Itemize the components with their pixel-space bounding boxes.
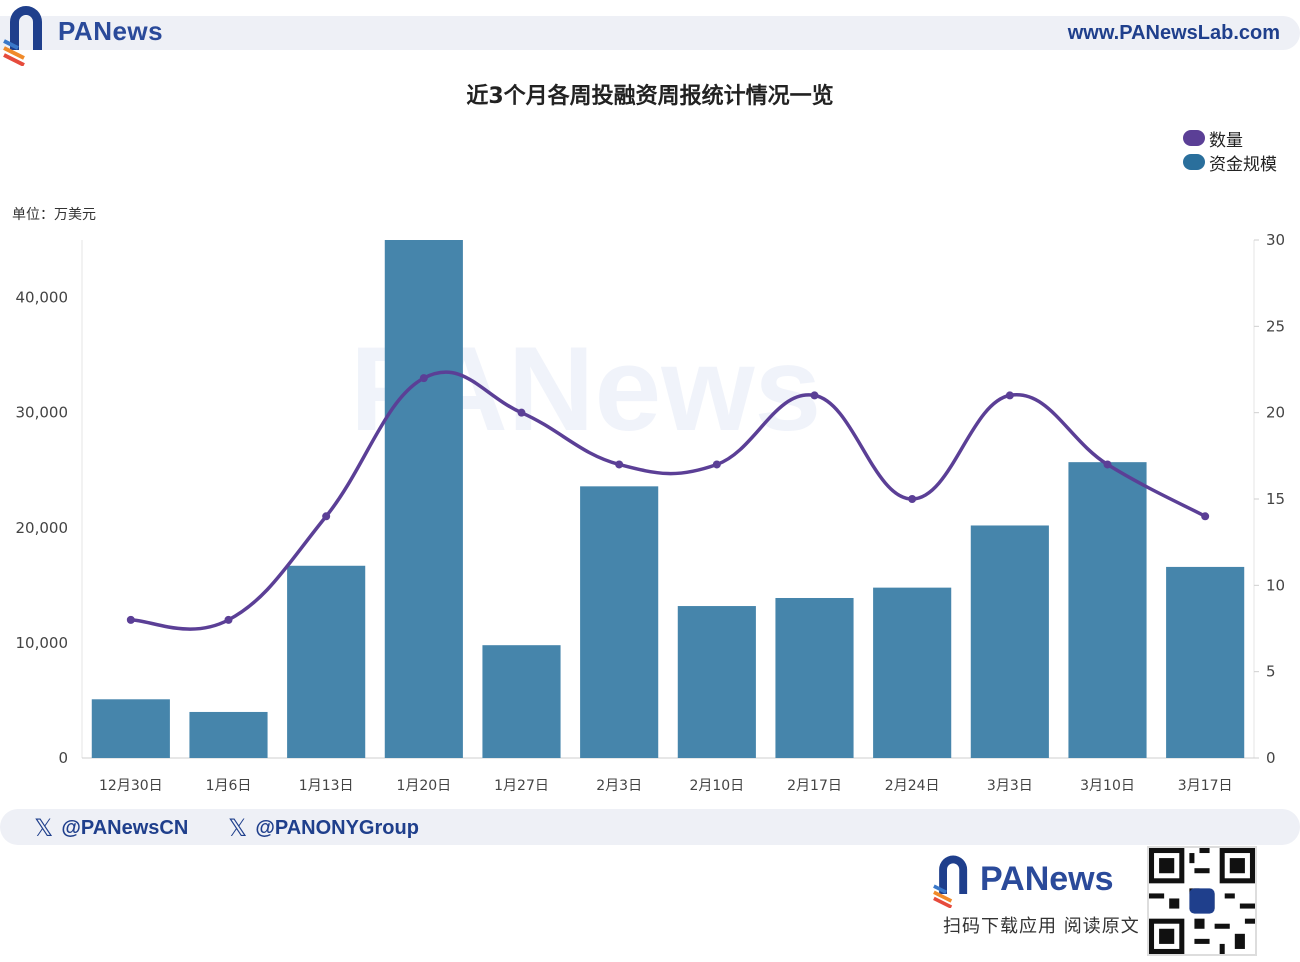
bar-amount[interactable] <box>775 597 854 758</box>
point-count[interactable] <box>517 408 526 417</box>
x-logo-icon: 𝕏 <box>34 815 54 842</box>
bar-amount[interactable] <box>384 240 463 758</box>
point-count[interactable] <box>1005 391 1014 400</box>
x-tick-label: 3月3日 <box>987 778 1033 794</box>
point-count[interactable] <box>126 615 135 624</box>
point-count[interactable] <box>615 460 624 469</box>
point-count[interactable] <box>908 495 917 503</box>
point-count[interactable] <box>1103 460 1112 469</box>
footer-cta: 扫码下载应用 阅读原文 <box>943 916 1140 937</box>
y-right-tick-label: 5 <box>1266 663 1276 681</box>
y-right-tick-label: 0 <box>1266 749 1276 767</box>
x-tick-label: 2月17日 <box>787 778 842 794</box>
bar-amount[interactable] <box>287 565 366 758</box>
social-link-panonygroup[interactable]: 𝕏 @PANONYGroup <box>228 814 419 843</box>
point-count[interactable] <box>1201 512 1210 521</box>
footer-bar <box>0 809 1300 845</box>
y-left-tick-label: 0 <box>58 749 68 767</box>
x-tick-label: 12月30日 <box>99 778 163 794</box>
legend-item-count[interactable]: 数量 <box>1183 126 1277 151</box>
y-right-tick-label: 30 <box>1266 231 1285 249</box>
site-url[interactable]: www.PANewsLab.com <box>1067 22 1280 44</box>
footer-brand: PANews <box>980 860 1114 898</box>
y-right-tick-label: 20 <box>1266 404 1285 422</box>
bar-amount[interactable] <box>482 645 561 758</box>
chart-title: 近3个月各周投融资周报统计情况一览 <box>466 84 834 109</box>
x-tick-label: 2月24日 <box>885 778 940 794</box>
bar-amount[interactable] <box>580 486 659 758</box>
bar-amount[interactable] <box>1166 566 1245 758</box>
unit-label: 单位：万美元 <box>12 207 96 223</box>
legend-item-amount[interactable]: 资金规模 <box>1183 150 1277 175</box>
brand-name: PANews <box>58 16 164 46</box>
legend-label-count: 数量 <box>1209 130 1243 151</box>
legend-swatch-amount <box>1183 154 1205 170</box>
social-link-panewscn[interactable]: 𝕏 @PANewsCN <box>34 814 188 843</box>
chart-legend: 数量 资金规模 <box>1183 126 1277 175</box>
bar-amount[interactable] <box>189 711 268 758</box>
panews-logo-icon <box>3 6 42 66</box>
bar-amount[interactable] <box>970 525 1049 758</box>
x-tick-label: 2月3日 <box>596 778 642 794</box>
point-count[interactable] <box>810 391 819 400</box>
x-tick-label: 1月20日 <box>396 778 451 794</box>
bar-amount[interactable] <box>873 587 952 758</box>
point-count[interactable] <box>712 460 721 469</box>
header-bar <box>0 16 1300 50</box>
bar-amount[interactable] <box>677 606 756 758</box>
point-count[interactable] <box>224 615 233 624</box>
y-right-tick-label: 15 <box>1266 490 1285 508</box>
legend-label-amount: 资金规模 <box>1209 154 1277 175</box>
x-tick-label: 2月10日 <box>689 778 744 794</box>
y-left-tick-label: 30,000 <box>16 404 69 422</box>
x-tick-label: 1月27日 <box>494 778 549 794</box>
y-left-tick-label: 40,000 <box>16 289 69 307</box>
social-handle: @PANewsCN <box>61 817 189 839</box>
chart-area: 0 10,000 20,000 30,000 40,000 0 5 10 15 20 25 30 12月… <box>16 231 1286 794</box>
panews-footer-logo-icon <box>933 855 968 908</box>
x-tick-label: 3月10日 <box>1080 778 1135 794</box>
qr-code-icon[interactable] <box>1147 846 1257 956</box>
bar-amount[interactable] <box>91 699 170 758</box>
x-logo-icon: 𝕏 <box>228 815 248 842</box>
point-count[interactable] <box>322 512 331 521</box>
x-tick-label: 3月17日 <box>1178 778 1233 794</box>
y-right-tick-label: 10 <box>1266 576 1285 594</box>
bar-amount[interactable] <box>1068 462 1147 758</box>
y-left-tick-label: 10,000 <box>16 634 69 652</box>
y-right-tick-label: 25 <box>1266 317 1285 335</box>
x-tick-label: 1月13日 <box>299 778 354 794</box>
point-count[interactable] <box>419 374 428 383</box>
x-tick-label: 1月6日 <box>206 778 252 794</box>
y-left-tick-label: 20,000 <box>16 519 69 537</box>
legend-swatch-count <box>1183 130 1205 146</box>
social-handle: @PANONYGroup <box>255 817 419 839</box>
